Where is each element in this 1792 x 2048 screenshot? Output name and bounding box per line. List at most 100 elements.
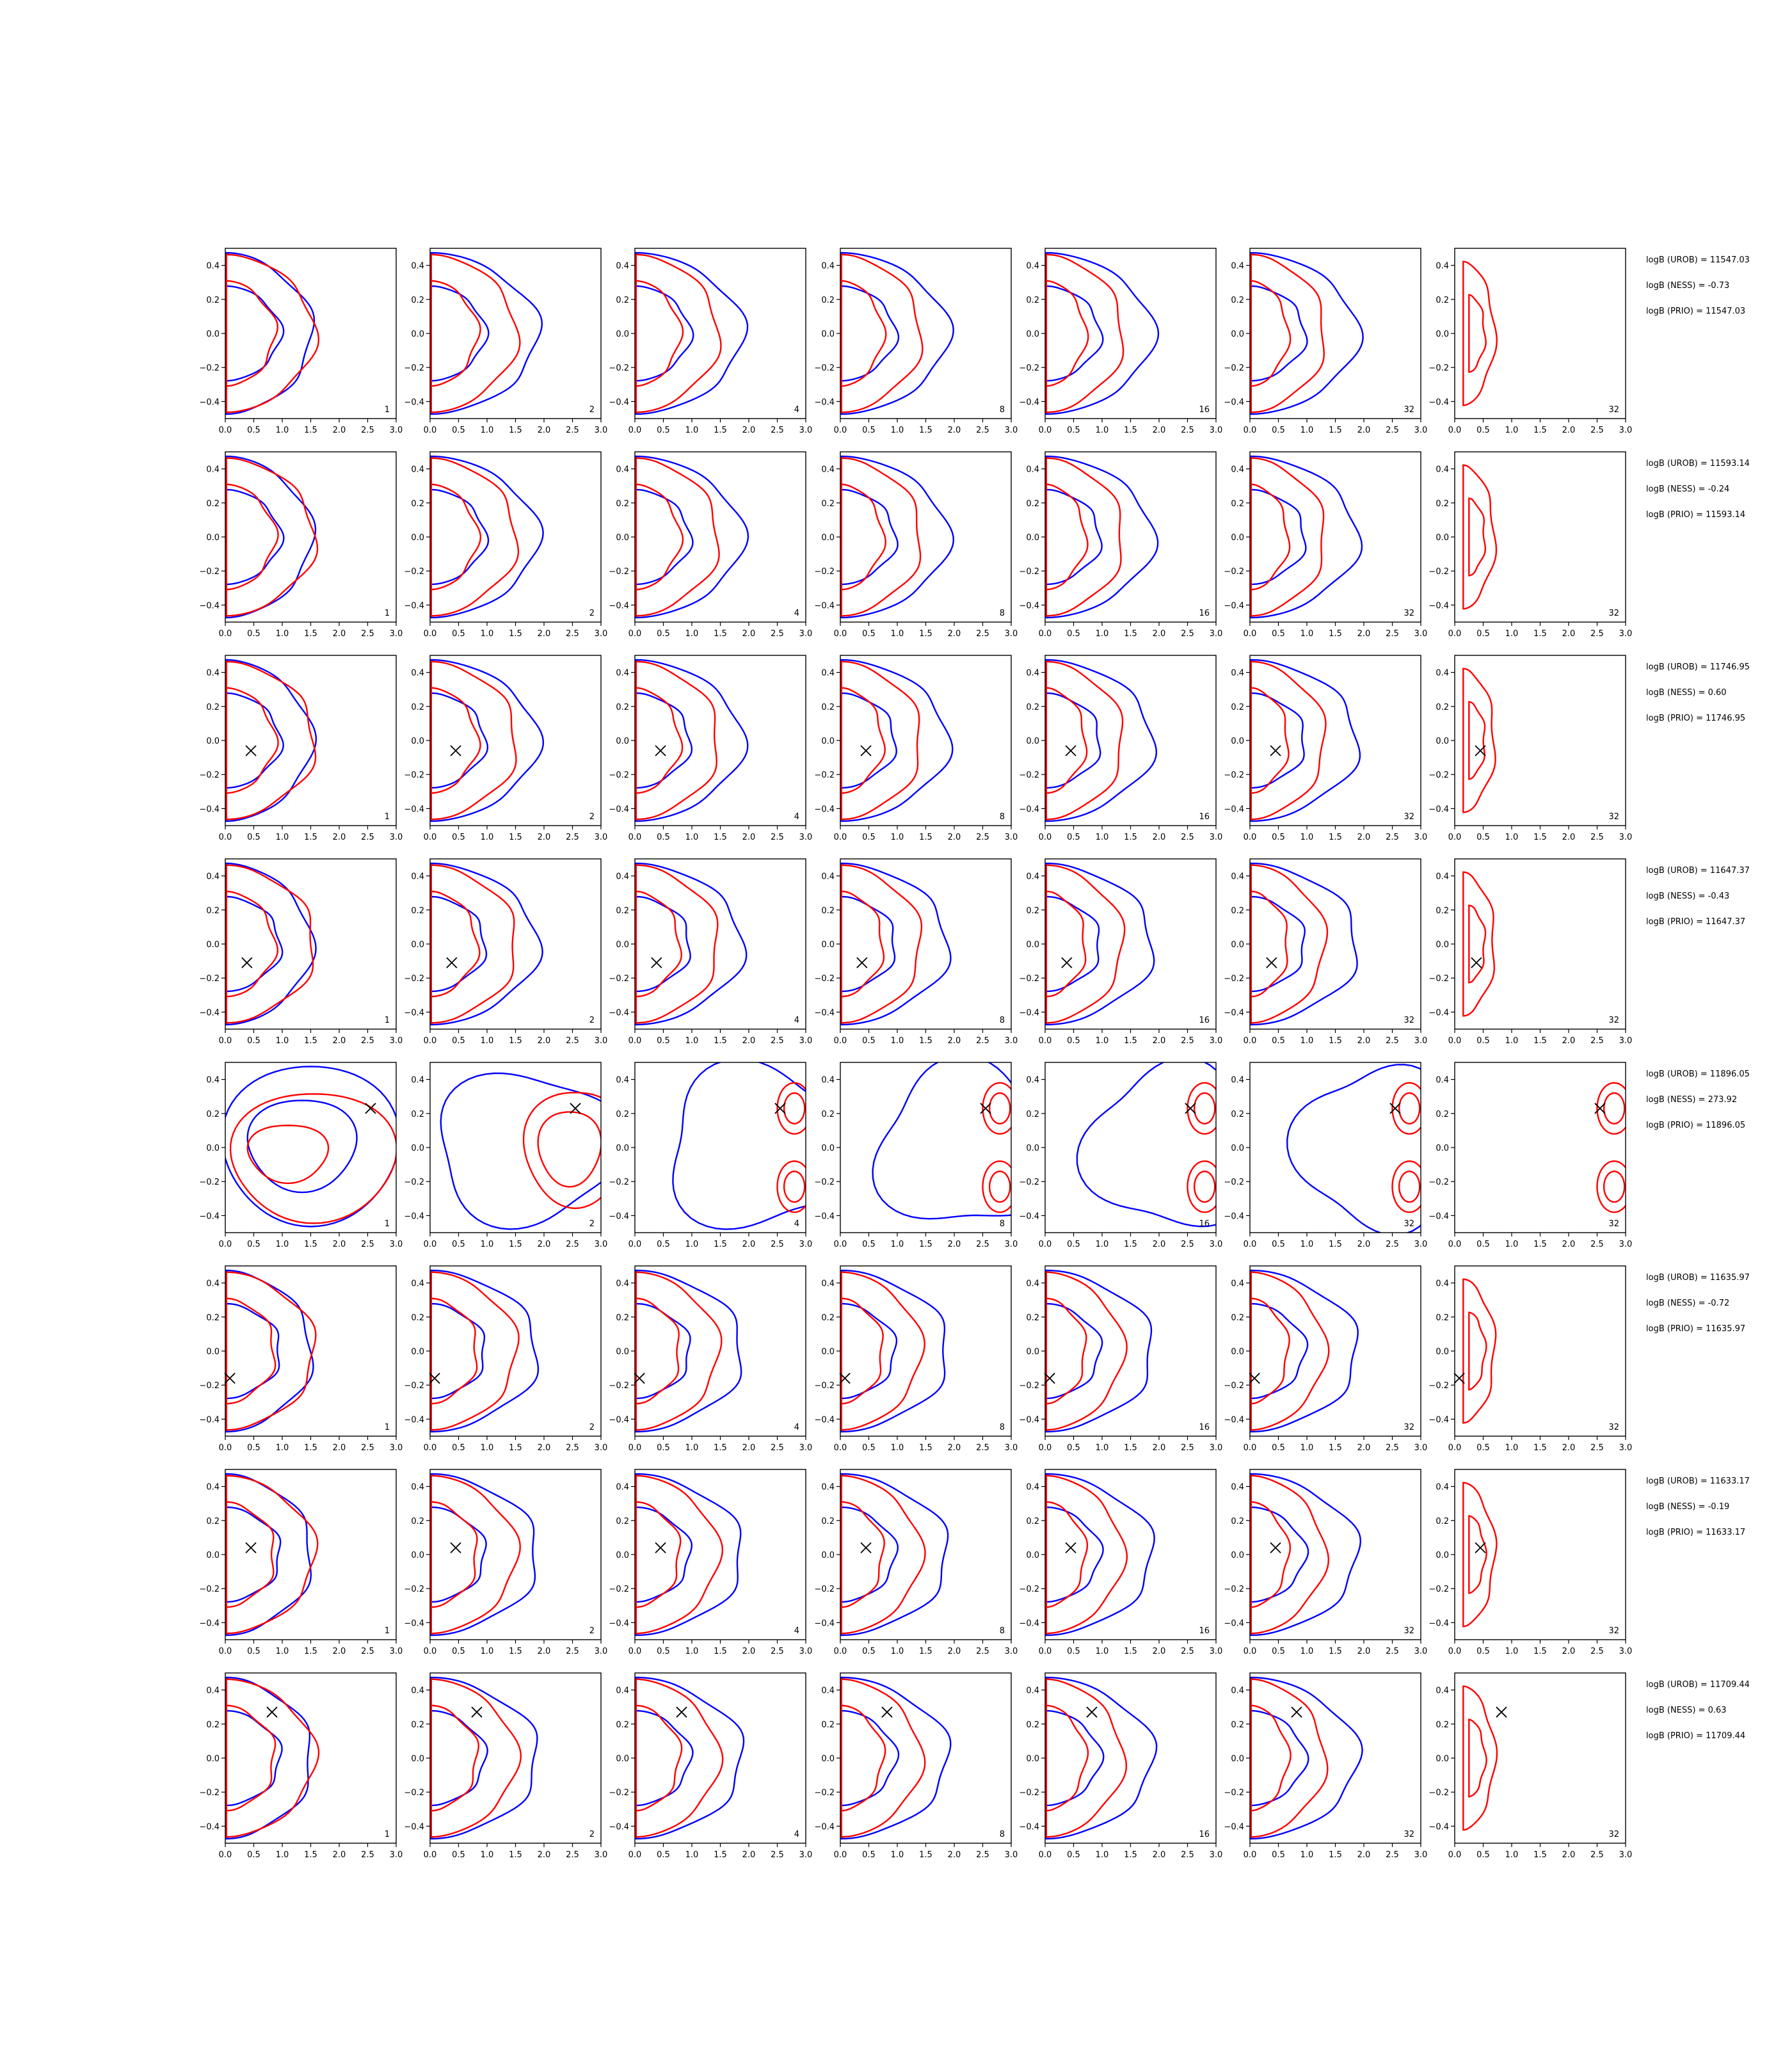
y-tick-label: 0.2	[1231, 703, 1244, 712]
y-tick-label: 0.2	[206, 1313, 220, 1323]
logb-label: logB (NESS) = 0.60	[1646, 688, 1727, 698]
x-marker	[245, 745, 257, 756]
y-tick-label: 0.0	[411, 330, 424, 339]
y-tick-label: 0.2	[821, 1517, 835, 1526]
red-contour	[1045, 1501, 1089, 1608]
red-contour	[1045, 280, 1089, 387]
panel-row-6: 0.40.20.0−0.2−0.40.0 0.5 1.0 1.5 2.0 2.5 3.010…	[199, 1265, 1750, 1453]
x-tick-label: 3.0	[1210, 426, 1223, 435]
blue-contour	[635, 692, 693, 789]
y-tick-label: −0.2	[609, 1178, 629, 1187]
x-tick-label: 0.0	[424, 1443, 437, 1453]
contour-group	[840, 1676, 952, 1840]
x-tick-label: 2.5	[566, 1240, 579, 1249]
y-tick-label: −0.2	[199, 1788, 220, 1798]
x-tick-label: 3.0	[595, 833, 608, 842]
blue-contour	[1045, 1676, 1158, 1840]
y-tick-label: 0.2	[1231, 296, 1244, 305]
y-tick-label: 0.2	[821, 1720, 835, 1730]
panel-label: 2	[589, 1830, 595, 1839]
x-tick-label: 2.5	[976, 1850, 989, 1860]
y-tick-label: −0.2	[1019, 364, 1039, 373]
contour-group	[1045, 252, 1160, 415]
contour-group	[1045, 455, 1159, 619]
panel-label: 4	[794, 405, 799, 415]
y-tick-label: −0.2	[1224, 1585, 1244, 1594]
panel: 0.4 0.2 0.0 −0.2 −0.4 0.0 0.5 1.0 1.5 2.0 2.5 3.0 2	[404, 1469, 607, 1656]
panel-frame	[429, 655, 602, 826]
y-tick-label: 0.2	[1231, 906, 1244, 916]
x-tick-label: 0.0	[424, 1850, 437, 1860]
x-tick-label: 3.0	[1619, 629, 1633, 639]
x-tick-label: 3.0	[1005, 1036, 1018, 1046]
x-tick-label: 3.0	[799, 426, 813, 435]
panel-label: 16	[1199, 1219, 1210, 1229]
x-tick-label: 0.0	[219, 833, 232, 842]
y-tick-label: 0.0	[821, 940, 835, 950]
panel-label: 32	[1608, 1830, 1619, 1839]
y-tick-label: 0.2	[206, 1517, 220, 1526]
y-tick-label: −0.2	[1428, 1585, 1449, 1594]
y-tick-label: −0.4	[609, 1008, 629, 1018]
x-tick-label: 0.5	[1476, 1443, 1490, 1453]
y-tick-label: 0.2	[821, 1313, 835, 1323]
y-tick-label: 0.4	[411, 669, 424, 678]
y-tick-label: 0.0	[1026, 737, 1039, 746]
red-contour	[1250, 1297, 1290, 1405]
x-tick-label: 1.0	[685, 629, 699, 639]
y-tick-label: 0.0	[821, 1551, 835, 1560]
y-tick-label: 0.4	[1436, 1279, 1449, 1289]
y-tick-label: −0.4	[404, 1619, 424, 1628]
x-tick-label: 1.5	[509, 1850, 522, 1860]
logb-label: logB (UROB) = 11896.05	[1646, 1069, 1750, 1079]
red-contour	[225, 253, 319, 413]
y-tick-label: 0.0	[616, 1551, 629, 1560]
panel: 0.4 0.2 0.0 −0.2 −0.4 0.0 0.5 1.0 1.5 2.0 2.5 3.0 4	[609, 1469, 812, 1656]
x-tick-label: 0.0	[219, 1036, 232, 1046]
blue-contour	[840, 862, 952, 1026]
blue-contour	[225, 488, 285, 586]
y-tick-label: 0.2	[1026, 296, 1039, 305]
y-tick-label: 0.0	[1231, 1347, 1244, 1357]
red-contour	[635, 253, 722, 413]
blue-contour	[635, 862, 748, 1026]
x-tick-label: 0.0	[1039, 1443, 1052, 1453]
blue-contour	[430, 862, 543, 1026]
y-tick-label: 0.4	[411, 1483, 424, 1492]
y-tick-label: 0.4	[206, 1483, 220, 1492]
y-tick-label: 0.4	[1231, 1279, 1244, 1289]
contour-group	[635, 659, 749, 822]
panel: 0.4 0.2 0.0 −0.2 −0.4 0.0 0.5 1.0 1.5 2.0 2.5 3.0 32	[1428, 655, 1632, 842]
y-tick-label: −0.2	[404, 1788, 424, 1798]
blue-contour	[1250, 1506, 1309, 1603]
panel-frame	[1454, 1265, 1626, 1437]
x-tick-label: 0.5	[1067, 1850, 1080, 1860]
x-tick-label: 3.0	[1005, 426, 1018, 435]
x-tick-label: 0.0	[219, 1240, 232, 1249]
x-tick-label: 1.5	[1124, 1036, 1137, 1046]
panel: 0.4 0.2 0.0 −0.2 −0.4 0.0 0.5 1.0 1.5 2.0 2.5 3.0 4	[609, 1265, 812, 1453]
contour-group	[225, 659, 317, 822]
red-contour	[1250, 253, 1325, 413]
contour-group	[872, 1062, 1011, 1220]
y-tick-label: −0.4	[609, 601, 629, 611]
x-tick-label: 1.0	[1096, 833, 1109, 842]
y-tick-label: 0.0	[1231, 533, 1244, 543]
panel-label: 32	[1608, 609, 1619, 618]
blue-contour	[840, 488, 899, 586]
x-tick-label: 1.5	[714, 833, 727, 842]
panel-label: 16	[1199, 609, 1210, 618]
x-tick-label: 3.0	[1210, 629, 1223, 639]
red-contour	[840, 1475, 926, 1635]
blue-contour	[1250, 488, 1307, 586]
panel-label: 32	[1608, 1219, 1619, 1229]
blue-contour	[225, 692, 284, 789]
panel: 0.4 0.2 0.0 −0.2 −0.4 0.0 0.5 1.0 1.5 2.0 2.5 3.0 32	[1428, 858, 1632, 1046]
panel-label: 32	[1608, 1626, 1619, 1636]
y-tick-label: −0.2	[199, 364, 220, 373]
x-tick-label: 3.0	[1619, 833, 1633, 842]
x-tick-label: 0.0	[1448, 1647, 1462, 1656]
x-tick-label: 1.5	[304, 1036, 317, 1046]
y-tick-label: 0.2	[206, 296, 220, 305]
x-tick-label: 2.5	[976, 426, 989, 435]
